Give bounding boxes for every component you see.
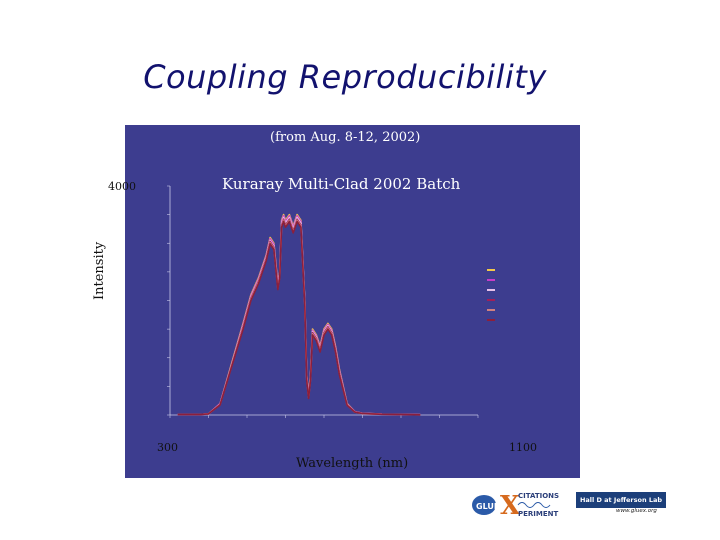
gluex-g-badge [472, 495, 496, 515]
x-tick-max-label: 1100 [509, 441, 537, 454]
y-tick-max-label: 4000 [108, 180, 136, 193]
batch-label: Kuraray Multi-Clad 2002 Batch [222, 175, 461, 193]
plot-background [170, 186, 478, 415]
gluex-line2: PERIMENT [518, 510, 559, 518]
x-axis-label: Wavelength (nm) [296, 456, 409, 471]
x-tick-min-label: 300 [157, 441, 178, 454]
wave-icon [517, 502, 551, 508]
slide-title: Coupling Reproducibility [143, 58, 547, 96]
y-axis-label: Intensity [92, 241, 107, 300]
series-line-6 [177, 220, 421, 416]
gluex-line1: CITATIONS [518, 492, 559, 500]
hall-d-url: www.gluex.org [616, 508, 657, 514]
gluex-logo: GLUE X CITATIONS PERIMENT [472, 491, 559, 518]
chart-subtitle: (from Aug. 8-12, 2002) [270, 130, 421, 145]
hall-d-logo: Hall D at Jefferson Lab [576, 492, 666, 508]
gluex-g-text: GLUE [476, 502, 499, 511]
gluex-x-text: X [500, 491, 521, 518]
